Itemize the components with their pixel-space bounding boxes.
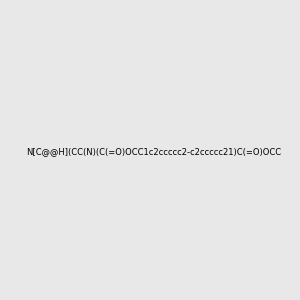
Text: N[C@@H](CC(N)(C(=O)OCC1c2ccccc2-c2ccccc21)C(=O)OCC: N[C@@H](CC(N)(C(=O)OCC1c2ccccc2-c2ccccc2… (26, 147, 281, 156)
